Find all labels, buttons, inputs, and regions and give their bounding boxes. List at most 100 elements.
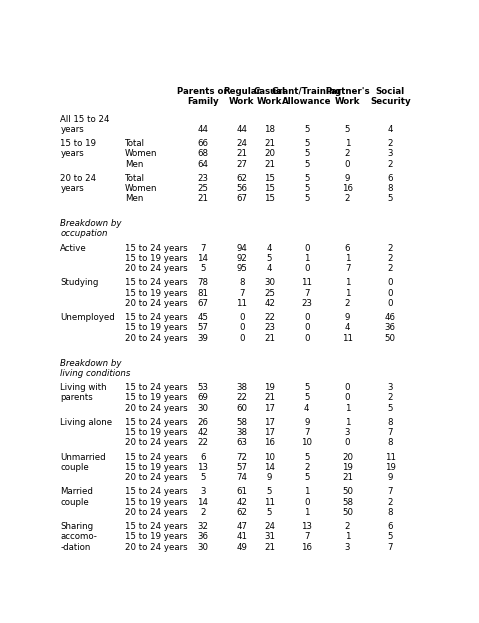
Text: 3: 3	[388, 383, 393, 392]
Text: 4: 4	[304, 404, 309, 412]
Text: 38: 38	[236, 428, 247, 437]
Text: 0: 0	[345, 383, 350, 392]
Text: 41: 41	[236, 533, 247, 541]
Text: 15 to 24 years: 15 to 24 years	[125, 418, 187, 427]
Text: 7: 7	[388, 428, 393, 437]
Text: Married: Married	[60, 487, 93, 497]
Text: 49: 49	[236, 543, 247, 552]
Text: 22: 22	[197, 439, 208, 447]
Text: 5: 5	[267, 254, 273, 263]
Text: 5: 5	[267, 487, 273, 497]
Text: 7: 7	[200, 244, 205, 252]
Text: 4: 4	[345, 323, 350, 333]
Text: living conditions: living conditions	[60, 369, 131, 378]
Text: 2: 2	[388, 139, 393, 148]
Text: 15 to 24 years: 15 to 24 years	[125, 278, 187, 287]
Text: 21: 21	[264, 139, 275, 148]
Text: 15 to 19 years: 15 to 19 years	[125, 463, 187, 472]
Text: Women: Women	[125, 184, 157, 193]
Text: 15: 15	[264, 194, 275, 204]
Text: 11: 11	[236, 299, 247, 308]
Text: Casual
Work: Casual Work	[253, 87, 285, 106]
Text: Parents or
Family: Parents or Family	[177, 87, 228, 106]
Text: 36: 36	[385, 323, 396, 333]
Text: 6: 6	[200, 452, 205, 462]
Text: 7: 7	[345, 264, 350, 273]
Text: 14: 14	[264, 463, 275, 472]
Text: 31: 31	[264, 533, 275, 541]
Text: 13: 13	[301, 522, 312, 531]
Text: 2: 2	[304, 463, 309, 472]
Text: Grant/Training
Allowance: Grant/Training Allowance	[272, 87, 342, 106]
Text: 92: 92	[236, 254, 247, 263]
Text: 50: 50	[385, 334, 396, 343]
Text: 46: 46	[385, 313, 396, 322]
Text: 95: 95	[236, 264, 247, 273]
Text: 19: 19	[342, 463, 353, 472]
Text: 72: 72	[236, 452, 247, 462]
Text: 23: 23	[264, 323, 275, 333]
Text: 0: 0	[239, 313, 244, 322]
Text: 20 to 24: 20 to 24	[60, 174, 96, 183]
Text: 5: 5	[388, 194, 393, 204]
Text: 42: 42	[236, 498, 247, 506]
Text: 7: 7	[304, 428, 309, 437]
Text: 23: 23	[197, 174, 208, 183]
Text: 1: 1	[345, 533, 350, 541]
Text: Unemployed: Unemployed	[60, 313, 115, 322]
Text: 0: 0	[388, 299, 393, 308]
Text: 7: 7	[388, 543, 393, 552]
Text: parents: parents	[60, 393, 93, 402]
Text: Regular
Work: Regular Work	[223, 87, 261, 106]
Text: 3: 3	[200, 487, 205, 497]
Text: years: years	[60, 184, 84, 193]
Text: 50: 50	[342, 508, 353, 517]
Text: 62: 62	[236, 508, 247, 517]
Text: 8: 8	[239, 278, 244, 287]
Text: 2: 2	[345, 194, 350, 204]
Text: 5: 5	[304, 184, 309, 193]
Text: 4: 4	[267, 264, 273, 273]
Text: 0: 0	[345, 439, 350, 447]
Text: 7: 7	[388, 487, 393, 497]
Text: 1: 1	[304, 508, 309, 517]
Text: 16: 16	[301, 543, 312, 552]
Text: 15: 15	[264, 174, 275, 183]
Text: 61: 61	[236, 487, 247, 497]
Text: 0: 0	[304, 264, 309, 273]
Text: 20 to 24 years: 20 to 24 years	[125, 334, 187, 343]
Text: 0: 0	[388, 288, 393, 298]
Text: 5: 5	[388, 404, 393, 412]
Text: 20 to 24 years: 20 to 24 years	[125, 299, 187, 308]
Text: 26: 26	[197, 418, 208, 427]
Text: 57: 57	[197, 323, 208, 333]
Text: Sharing: Sharing	[60, 522, 93, 531]
Text: 20 to 24 years: 20 to 24 years	[125, 264, 187, 273]
Text: 45: 45	[197, 313, 208, 322]
Text: 22: 22	[264, 313, 275, 322]
Text: 5: 5	[304, 194, 309, 204]
Text: 78: 78	[197, 278, 208, 287]
Text: 0: 0	[239, 334, 244, 343]
Text: Breakdown by: Breakdown by	[60, 219, 122, 228]
Text: 0: 0	[304, 244, 309, 252]
Text: 74: 74	[236, 473, 247, 482]
Text: 21: 21	[264, 393, 275, 402]
Text: 5: 5	[304, 150, 309, 158]
Text: All 15 to 24: All 15 to 24	[60, 115, 110, 123]
Text: 2: 2	[388, 264, 393, 273]
Text: 20 to 24 years: 20 to 24 years	[125, 439, 187, 447]
Text: 15 to 19 years: 15 to 19 years	[125, 288, 187, 298]
Text: 44: 44	[197, 125, 208, 134]
Text: 60: 60	[236, 404, 247, 412]
Text: 69: 69	[197, 393, 208, 402]
Text: Living alone: Living alone	[60, 418, 113, 427]
Text: 1: 1	[345, 254, 350, 263]
Text: 30: 30	[197, 543, 208, 552]
Text: 42: 42	[197, 428, 208, 437]
Text: 23: 23	[301, 299, 312, 308]
Text: 0: 0	[304, 323, 309, 333]
Text: 0: 0	[239, 323, 244, 333]
Text: 47: 47	[236, 522, 247, 531]
Text: Total: Total	[125, 139, 145, 148]
